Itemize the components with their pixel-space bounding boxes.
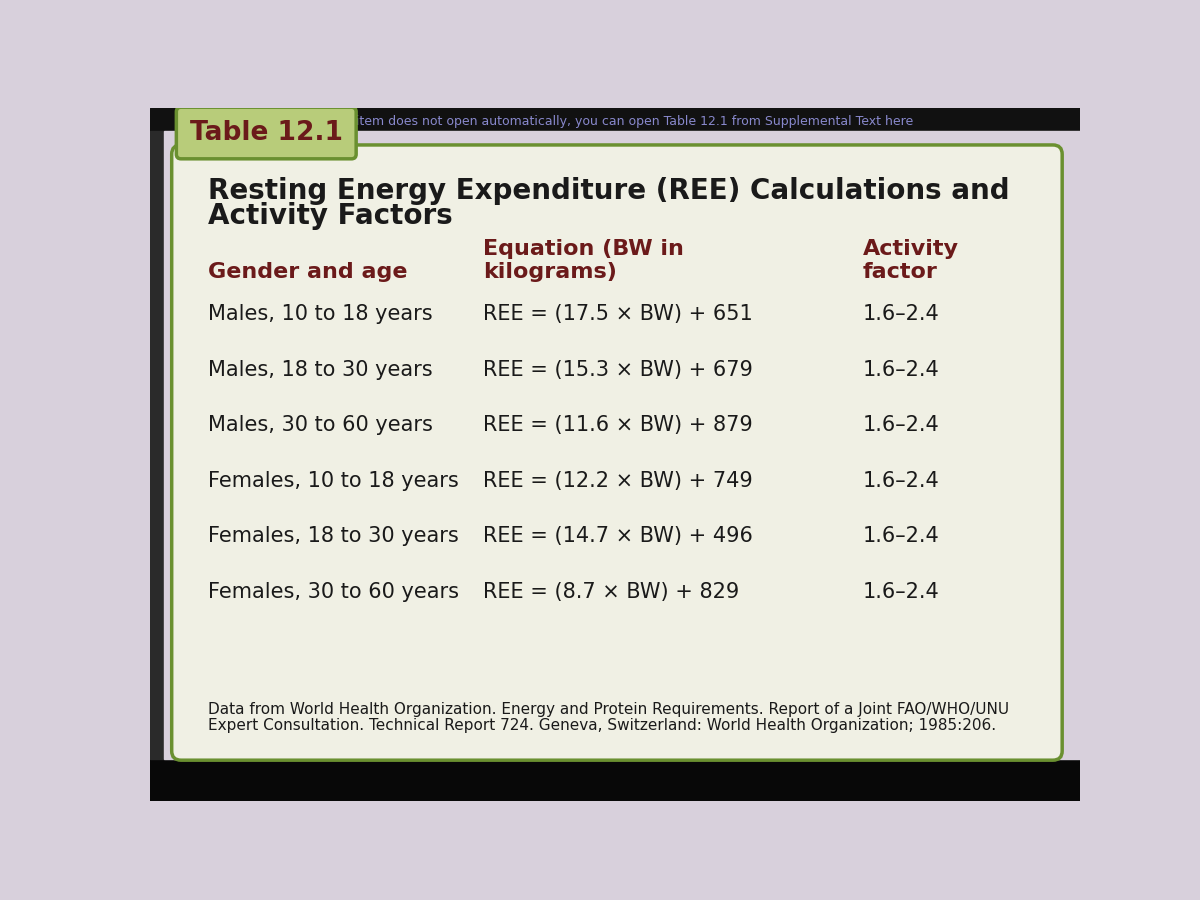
Text: Females, 30 to 60 years: Females, 30 to 60 years	[208, 581, 460, 601]
Bar	[150, 131, 164, 759]
Text: Expert Consultation. Technical Report 724. Geneva, Switzerland: World Health Org: Expert Consultation. Technical Report 72…	[208, 718, 996, 733]
Text: Table 12.1: Table 12.1	[190, 120, 343, 146]
Text: Activity Factors: Activity Factors	[208, 202, 452, 230]
Text: Males, 18 to 30 years: Males, 18 to 30 years	[208, 360, 433, 380]
Text: Males, 10 to 18 years: Males, 10 to 18 years	[208, 304, 433, 324]
Text: Resting Energy Expenditure (REE) Calculations and: Resting Energy Expenditure (REE) Calcula…	[208, 177, 1009, 205]
Text: kilograms): kilograms)	[484, 262, 617, 282]
Text: REE = (17.5 × BW) + 651: REE = (17.5 × BW) + 651	[484, 304, 754, 324]
Text: REE = (11.6 × BW) + 879: REE = (11.6 × BW) + 879	[484, 415, 754, 436]
Text: Females, 10 to 18 years: Females, 10 to 18 years	[208, 471, 458, 491]
Text: 1.6–2.4: 1.6–2.4	[863, 471, 940, 491]
Text: 1.6–2.4: 1.6–2.4	[863, 304, 940, 324]
Text: Males, 30 to 60 years: Males, 30 to 60 years	[208, 415, 433, 436]
Text: 1.6–2.4: 1.6–2.4	[863, 581, 940, 601]
Text: Gender and age: Gender and age	[208, 262, 408, 282]
FancyBboxPatch shape	[172, 145, 1062, 760]
Bar	[150, 108, 1080, 131]
Text: Equation (BW in: Equation (BW in	[484, 238, 684, 259]
Text: 1.6–2.4: 1.6–2.4	[863, 526, 940, 546]
Text: REE = (12.2 × BW) + 749: REE = (12.2 × BW) + 749	[484, 471, 754, 491]
Text: REE = (14.7 × BW) + 496: REE = (14.7 × BW) + 496	[484, 526, 754, 546]
Text: Data from World Health Organization. Energy and Protein Requirements. Report of : Data from World Health Organization. Ene…	[208, 702, 1009, 717]
Text: Activity: Activity	[863, 238, 959, 259]
Text: If this item does not open automatically, you can open Table 12.1 from Supplemen: If this item does not open automatically…	[317, 115, 913, 129]
Text: factor: factor	[863, 262, 938, 282]
Text: REE = (8.7 × BW) + 829: REE = (8.7 × BW) + 829	[484, 581, 739, 601]
Text: Females, 18 to 30 years: Females, 18 to 30 years	[208, 526, 458, 546]
FancyBboxPatch shape	[176, 107, 356, 158]
Text: 1.6–2.4: 1.6–2.4	[863, 360, 940, 380]
Text: 1.6–2.4: 1.6–2.4	[863, 415, 940, 436]
Text: REE = (15.3 × BW) + 679: REE = (15.3 × BW) + 679	[484, 360, 754, 380]
Bar	[150, 759, 1080, 801]
